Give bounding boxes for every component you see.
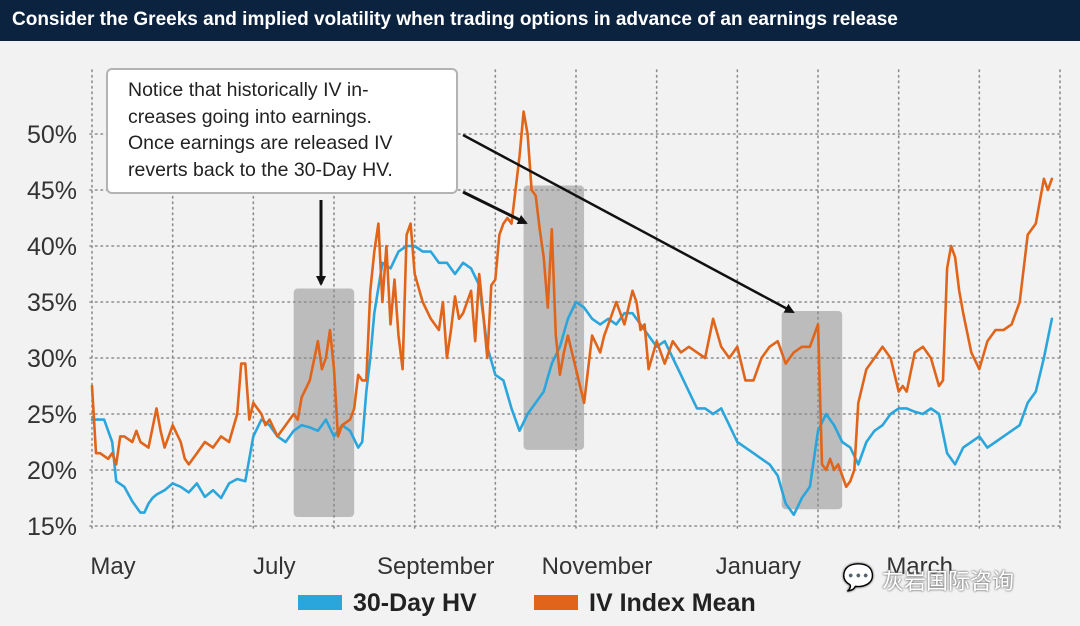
legend-swatch xyxy=(298,595,342,610)
annotation-line: reverts back to the 30-Day HV. xyxy=(128,158,393,181)
legend-label: IV Index Mean xyxy=(589,589,756,617)
legend-swatch xyxy=(534,595,578,610)
watermark: 💬 灰岩国际咨询 xyxy=(842,560,1052,596)
y-tick-label: 40% xyxy=(27,233,77,261)
earnings-band xyxy=(293,288,355,518)
y-tick-label: 45% xyxy=(27,177,77,205)
series-lines xyxy=(90,110,1054,517)
x-tick-label: July xyxy=(253,553,296,580)
annotation-line: creases going into earnings. xyxy=(128,105,372,128)
earnings-band xyxy=(781,310,843,510)
page-title: Consider the Greeks and implied volatili… xyxy=(12,9,898,30)
legend-label: 30-Day HV xyxy=(353,589,477,617)
x-tick-label: March xyxy=(886,553,953,580)
x-tick-label: May xyxy=(90,553,135,580)
arrow-january xyxy=(462,133,795,314)
annotation-box: Notice that historically IV in- creases … xyxy=(106,68,458,194)
x-tick-label: September xyxy=(377,553,494,580)
annotation-line: Notice that historically IV in- xyxy=(128,79,369,101)
x-tick-label: November xyxy=(542,553,653,580)
legend: 30-Day HV IV Index Mean xyxy=(298,589,756,617)
x-tick-label: January xyxy=(716,553,801,580)
y-tick-label: 50% xyxy=(27,121,77,149)
earnings-bands xyxy=(293,185,843,518)
title-bar: Consider the Greeks and implied volatili… xyxy=(0,0,1080,41)
annotation-arrows xyxy=(316,133,795,314)
y-tick-label: 20% xyxy=(27,457,77,485)
earnings-band xyxy=(523,185,585,450)
y-tick-label: 25% xyxy=(27,401,77,429)
arrow-november xyxy=(462,190,528,225)
x-tick-labels: May July September November January March xyxy=(90,553,953,580)
series-line-iv-index-mean xyxy=(90,110,1054,489)
series-line-30-day-hv xyxy=(90,244,1054,517)
watermark-text: 灰岩国际咨询 xyxy=(882,570,1015,595)
wechat-icon: 💬 xyxy=(842,562,875,592)
annotation-line: Once earnings are released IV xyxy=(128,132,393,154)
y-tick-label: 15% xyxy=(27,513,77,541)
y-tick-labels: 15% 20% 25% 30% 35% 40% 45% 50% xyxy=(27,121,77,541)
y-tick-label: 35% xyxy=(27,289,77,317)
y-tick-label: 30% xyxy=(27,345,77,373)
